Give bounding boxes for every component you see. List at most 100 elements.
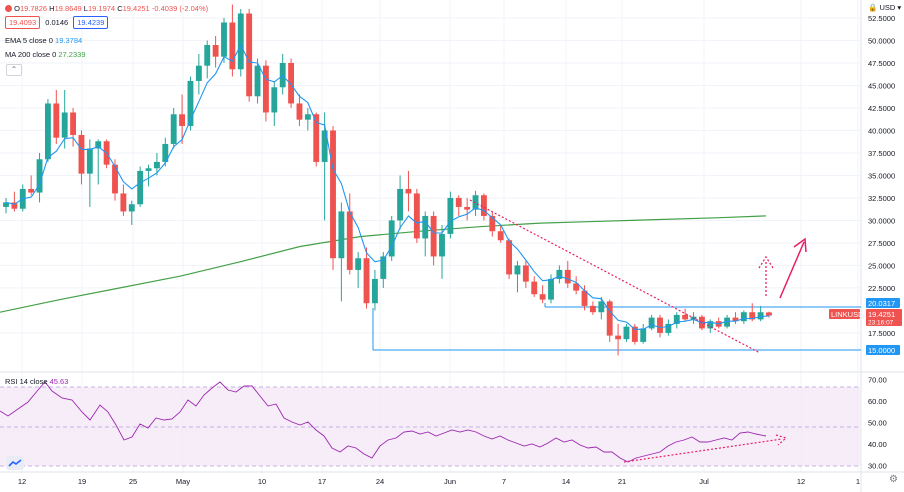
candle[interactable] [606,301,613,336]
candle[interactable] [447,197,454,234]
candle[interactable] [648,317,655,329]
ma-legend[interactable]: MA 200 close 0 27.2339 [5,50,86,59]
candle[interactable] [162,143,169,162]
candle[interactable] [44,103,51,160]
candle[interactable] [740,312,747,322]
candle[interactable] [170,114,177,144]
candle[interactable] [70,112,77,135]
candle[interactable] [330,130,336,259]
candle[interactable] [589,305,596,313]
ema5-line[interactable] [5,43,770,330]
candle[interactable] [682,314,689,320]
candle[interactable] [405,188,412,194]
candle[interactable] [95,141,102,149]
candle[interactable] [472,195,479,210]
tradingview-logo-icon[interactable] [6,456,24,470]
candle[interactable] [296,103,303,120]
candle[interactable] [615,335,622,340]
candle[interactable] [522,265,529,282]
candles[interactable] [3,4,772,356]
candle[interactable] [707,321,714,329]
candle[interactable] [246,13,253,97]
candle[interactable] [581,290,588,306]
collapse-legend-button[interactable]: ⌃ [6,64,22,76]
candle[interactable] [204,44,211,66]
candle[interactable] [439,233,445,257]
candle[interactable] [195,65,202,81]
candle[interactable] [304,114,311,120]
candle[interactable] [212,44,219,57]
candle[interactable] [413,193,420,239]
candle[interactable] [3,202,9,207]
candle[interactable] [254,65,261,97]
candle[interactable] [623,326,630,340]
candle[interactable] [145,168,152,171]
candle[interactable] [757,312,764,320]
candle[interactable] [489,215,496,232]
candle[interactable] [371,278,378,304]
candle[interactable] [179,114,186,126]
candle[interactable] [346,211,353,270]
candle[interactable] [397,188,404,221]
candle[interactable] [380,256,387,279]
candle[interactable] [237,13,244,70]
candle[interactable] [61,112,68,138]
candle[interactable] [86,148,93,174]
buy-price-button[interactable]: 19.4239 [73,16,109,29]
candle[interactable] [78,134,85,174]
candle[interactable] [388,220,395,257]
candle[interactable] [455,197,462,207]
downtrend-annotation[interactable] [469,199,761,354]
gear-icon[interactable]: ⚙ [889,474,898,485]
candle[interactable] [573,283,580,291]
candle[interactable] [271,87,278,113]
candle[interactable] [556,269,563,279]
candle[interactable] [732,317,739,322]
candle[interactable] [724,317,731,327]
candle[interactable] [355,258,362,270]
candle[interactable] [313,114,320,162]
candle[interactable] [480,195,487,216]
candle[interactable] [564,269,571,284]
candle[interactable] [514,265,521,275]
candle[interactable] [430,215,437,257]
candle[interactable] [53,103,60,138]
candle[interactable] [11,202,18,209]
breakout-arrow[interactable] [779,241,805,299]
candle[interactable] [749,312,756,320]
bid-ask-row[interactable]: 19.4093 0.0146 19.4239 [5,16,109,29]
candle[interactable] [137,170,144,205]
candle[interactable] [338,211,345,259]
candle[interactable] [288,62,295,104]
candle[interactable] [120,193,127,212]
candle[interactable] [128,204,135,212]
candle[interactable] [422,215,429,239]
candle[interactable] [363,258,370,304]
candle[interactable] [36,159,43,193]
rsi-line[interactable] [0,381,767,463]
sell-price-button[interactable]: 19.4093 [5,16,41,29]
candle[interactable] [321,130,328,162]
candle[interactable] [665,323,672,333]
candle[interactable] [464,206,471,210]
rsi-axis[interactable]: 70.00 60.00 50.00 40.00 30.00 [868,375,887,470]
ohlc-legend[interactable]: O19.7826 H19.8649 L19.1974 C19.4251 -0.4… [5,4,208,13]
candle[interactable] [539,294,546,300]
candle[interactable] [28,188,35,193]
currency-selector[interactable]: 🔒 USD ▾ [868,3,901,12]
candle[interactable] [187,80,194,126]
candle[interactable] [766,312,772,316]
candle[interactable] [112,164,118,194]
candle[interactable] [640,328,647,342]
candle[interactable] [531,281,538,295]
candle[interactable] [631,326,638,342]
price-axis[interactable]: 52.5000 50.0000 47.5000 45.0000 42.5000 40.00… [868,14,895,338]
candle[interactable] [598,301,605,313]
candle[interactable] [673,314,680,324]
candle[interactable] [657,317,663,333]
ema-legend[interactable]: EMA 5 close 0 19.3784 [5,36,82,45]
candle[interactable] [229,22,236,70]
rsi-trend-annotation[interactable] [623,438,783,463]
candle[interactable] [548,278,554,300]
